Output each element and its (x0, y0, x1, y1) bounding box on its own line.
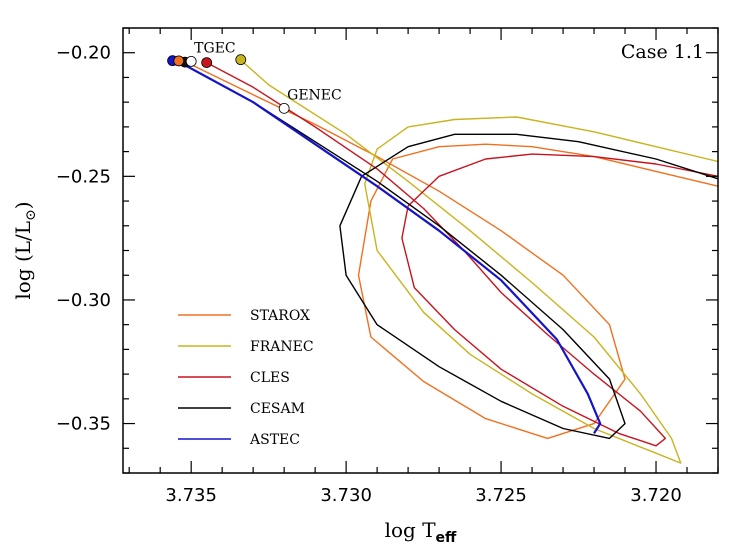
series-line-cles (206, 61, 719, 447)
x-tick-label: 3.725 (475, 485, 527, 506)
y-axis-label: log (L/L⊙) (11, 201, 39, 299)
x-tick-label: 3.720 (630, 485, 682, 506)
start-marker-4 (201, 57, 213, 69)
legend-label-astec: ASTEC (249, 432, 300, 448)
marker-label-genec: GENEC (287, 87, 342, 103)
legend-label-starox: STAROX (250, 308, 310, 324)
y-axis-label-main: log (L/L (11, 221, 35, 300)
ticks-layer: 3.735 3.730 3.725 3.720 −0.20 −0.25 −0.30 −0.35 (56, 27, 719, 506)
start-marker-tgec (185, 55, 197, 67)
y-axis-label-close: ) (11, 201, 35, 209)
plot-frame (122, 27, 719, 474)
x-tick-label: 3.735 (165, 485, 217, 506)
legend-label-franec: FRANEC (250, 339, 314, 355)
x-axis-label: log Teff (385, 518, 457, 546)
start-marker-2 (173, 55, 185, 67)
x-tick-label: 3.730 (320, 485, 372, 506)
series-layer (175, 59, 719, 464)
x-axis-label-main: log T (385, 518, 437, 542)
y-tick-label: −0.25 (56, 166, 111, 187)
start-marker-genec (278, 102, 290, 114)
y-tick-label: −0.30 (56, 290, 111, 311)
x-axis-label-subscript: eff (436, 530, 457, 546)
marker-layer: TGEC GENEC (167, 40, 342, 114)
legend-label-cles: CLES (250, 370, 290, 386)
legend-label-cesam: CESAM (250, 401, 305, 417)
series-line-cesam (184, 64, 719, 440)
legend: STAROX FRANEC CLES CESAM ASTEC (178, 308, 314, 448)
y-tick-label: −0.35 (56, 414, 111, 435)
series-line-astec (175, 59, 602, 434)
y-axis-label-subscript: ⊙ (23, 209, 39, 221)
series-line-starox (181, 59, 719, 440)
start-marker-5 (235, 54, 247, 66)
case-annotation: Case 1.1 (621, 41, 704, 63)
y-tick-label: −0.20 (56, 43, 111, 64)
series-line-franec (240, 59, 719, 464)
marker-label-tgec: TGEC (194, 40, 235, 56)
